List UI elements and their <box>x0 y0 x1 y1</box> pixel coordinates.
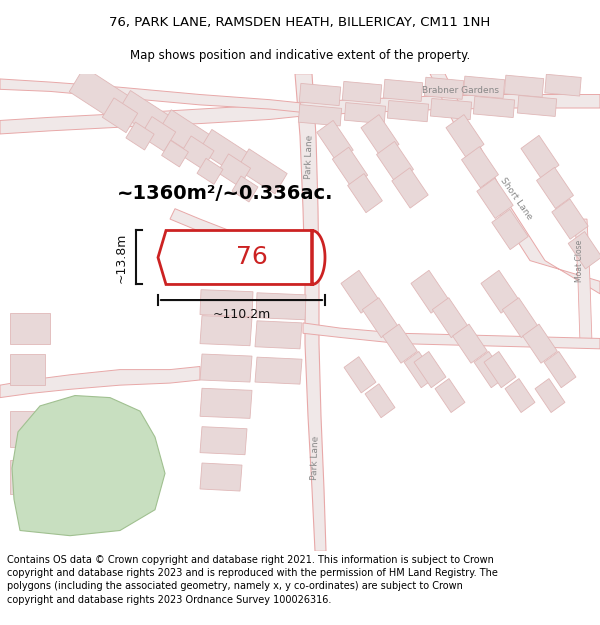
Text: ~1360m²/~0.336ac.: ~1360m²/~0.336ac. <box>117 184 333 203</box>
Polygon shape <box>161 141 188 167</box>
Text: 76, PARK LANE, RAMSDEN HEATH, BILLERICAY, CM11 1NH: 76, PARK LANE, RAMSDEN HEATH, BILLERICAY… <box>109 16 491 29</box>
Polygon shape <box>295 74 326 551</box>
Polygon shape <box>200 463 242 491</box>
Polygon shape <box>536 168 574 209</box>
Polygon shape <box>255 357 302 384</box>
Text: Brabner Gardens: Brabner Gardens <box>421 86 499 94</box>
Polygon shape <box>446 114 484 158</box>
Polygon shape <box>232 176 258 202</box>
Polygon shape <box>10 411 60 447</box>
Text: Moat Close: Moat Close <box>575 239 584 282</box>
Polygon shape <box>505 379 535 412</box>
Polygon shape <box>158 110 212 158</box>
Polygon shape <box>344 102 386 124</box>
Text: 76: 76 <box>236 246 268 269</box>
Polygon shape <box>180 136 214 169</box>
Polygon shape <box>69 67 131 122</box>
Text: Contains OS data © Crown copyright and database right 2021. This information is : Contains OS data © Crown copyright and d… <box>7 555 498 604</box>
Polygon shape <box>523 324 557 363</box>
Polygon shape <box>126 122 154 150</box>
Polygon shape <box>535 379 565 412</box>
Polygon shape <box>545 74 581 96</box>
Polygon shape <box>452 324 487 363</box>
Polygon shape <box>102 98 138 132</box>
Polygon shape <box>361 114 399 158</box>
Polygon shape <box>424 78 464 99</box>
Polygon shape <box>504 75 544 98</box>
Polygon shape <box>568 231 600 269</box>
Polygon shape <box>484 351 516 388</box>
Polygon shape <box>10 354 45 385</box>
Polygon shape <box>463 76 505 98</box>
Polygon shape <box>298 104 341 126</box>
Polygon shape <box>200 427 247 455</box>
Polygon shape <box>461 147 499 188</box>
Polygon shape <box>237 149 287 194</box>
Polygon shape <box>117 91 173 140</box>
Polygon shape <box>332 148 368 187</box>
Polygon shape <box>474 351 506 388</box>
Polygon shape <box>10 312 50 344</box>
Polygon shape <box>544 351 576 388</box>
Polygon shape <box>344 357 376 393</box>
Polygon shape <box>200 354 252 382</box>
Polygon shape <box>435 379 465 412</box>
Polygon shape <box>197 158 223 184</box>
Polygon shape <box>0 103 300 134</box>
Polygon shape <box>200 289 253 317</box>
Polygon shape <box>552 199 588 239</box>
Polygon shape <box>255 321 302 349</box>
Polygon shape <box>517 96 557 116</box>
Polygon shape <box>0 79 300 112</box>
Polygon shape <box>473 96 515 118</box>
Polygon shape <box>377 141 413 182</box>
Text: ~110.2m: ~110.2m <box>212 308 271 321</box>
Polygon shape <box>256 292 306 320</box>
Polygon shape <box>430 99 472 119</box>
Polygon shape <box>521 136 559 178</box>
Polygon shape <box>347 174 382 213</box>
Polygon shape <box>217 154 251 187</box>
Polygon shape <box>140 117 176 151</box>
Polygon shape <box>70 439 110 468</box>
Polygon shape <box>200 316 252 346</box>
Polygon shape <box>575 219 592 344</box>
Polygon shape <box>200 388 252 418</box>
Polygon shape <box>170 209 303 261</box>
Polygon shape <box>383 79 423 101</box>
Text: Map shows position and indicative extent of the property.: Map shows position and indicative extent… <box>130 49 470 62</box>
Text: ~13.8m: ~13.8m <box>115 232 128 282</box>
Polygon shape <box>481 270 519 313</box>
Polygon shape <box>392 168 428 208</box>
Text: Park Lane: Park Lane <box>310 436 320 480</box>
Text: Short Lane: Short Lane <box>498 176 533 221</box>
Polygon shape <box>502 298 538 338</box>
Polygon shape <box>199 129 251 176</box>
Polygon shape <box>383 324 418 363</box>
Polygon shape <box>10 460 55 494</box>
Polygon shape <box>12 396 165 536</box>
Polygon shape <box>0 366 200 398</box>
Polygon shape <box>477 178 513 219</box>
Polygon shape <box>299 83 341 106</box>
Polygon shape <box>341 270 379 313</box>
Polygon shape <box>492 209 528 249</box>
Polygon shape <box>365 384 395 418</box>
Polygon shape <box>411 270 449 313</box>
Polygon shape <box>414 351 446 388</box>
Polygon shape <box>317 121 353 162</box>
Polygon shape <box>362 298 398 338</box>
Polygon shape <box>342 81 382 104</box>
Polygon shape <box>388 101 428 122</box>
Polygon shape <box>433 298 467 338</box>
Polygon shape <box>404 351 436 388</box>
Polygon shape <box>430 74 600 294</box>
Polygon shape <box>303 323 600 349</box>
Polygon shape <box>158 231 325 284</box>
Polygon shape <box>300 94 600 116</box>
Text: Park Lane: Park Lane <box>304 134 314 179</box>
